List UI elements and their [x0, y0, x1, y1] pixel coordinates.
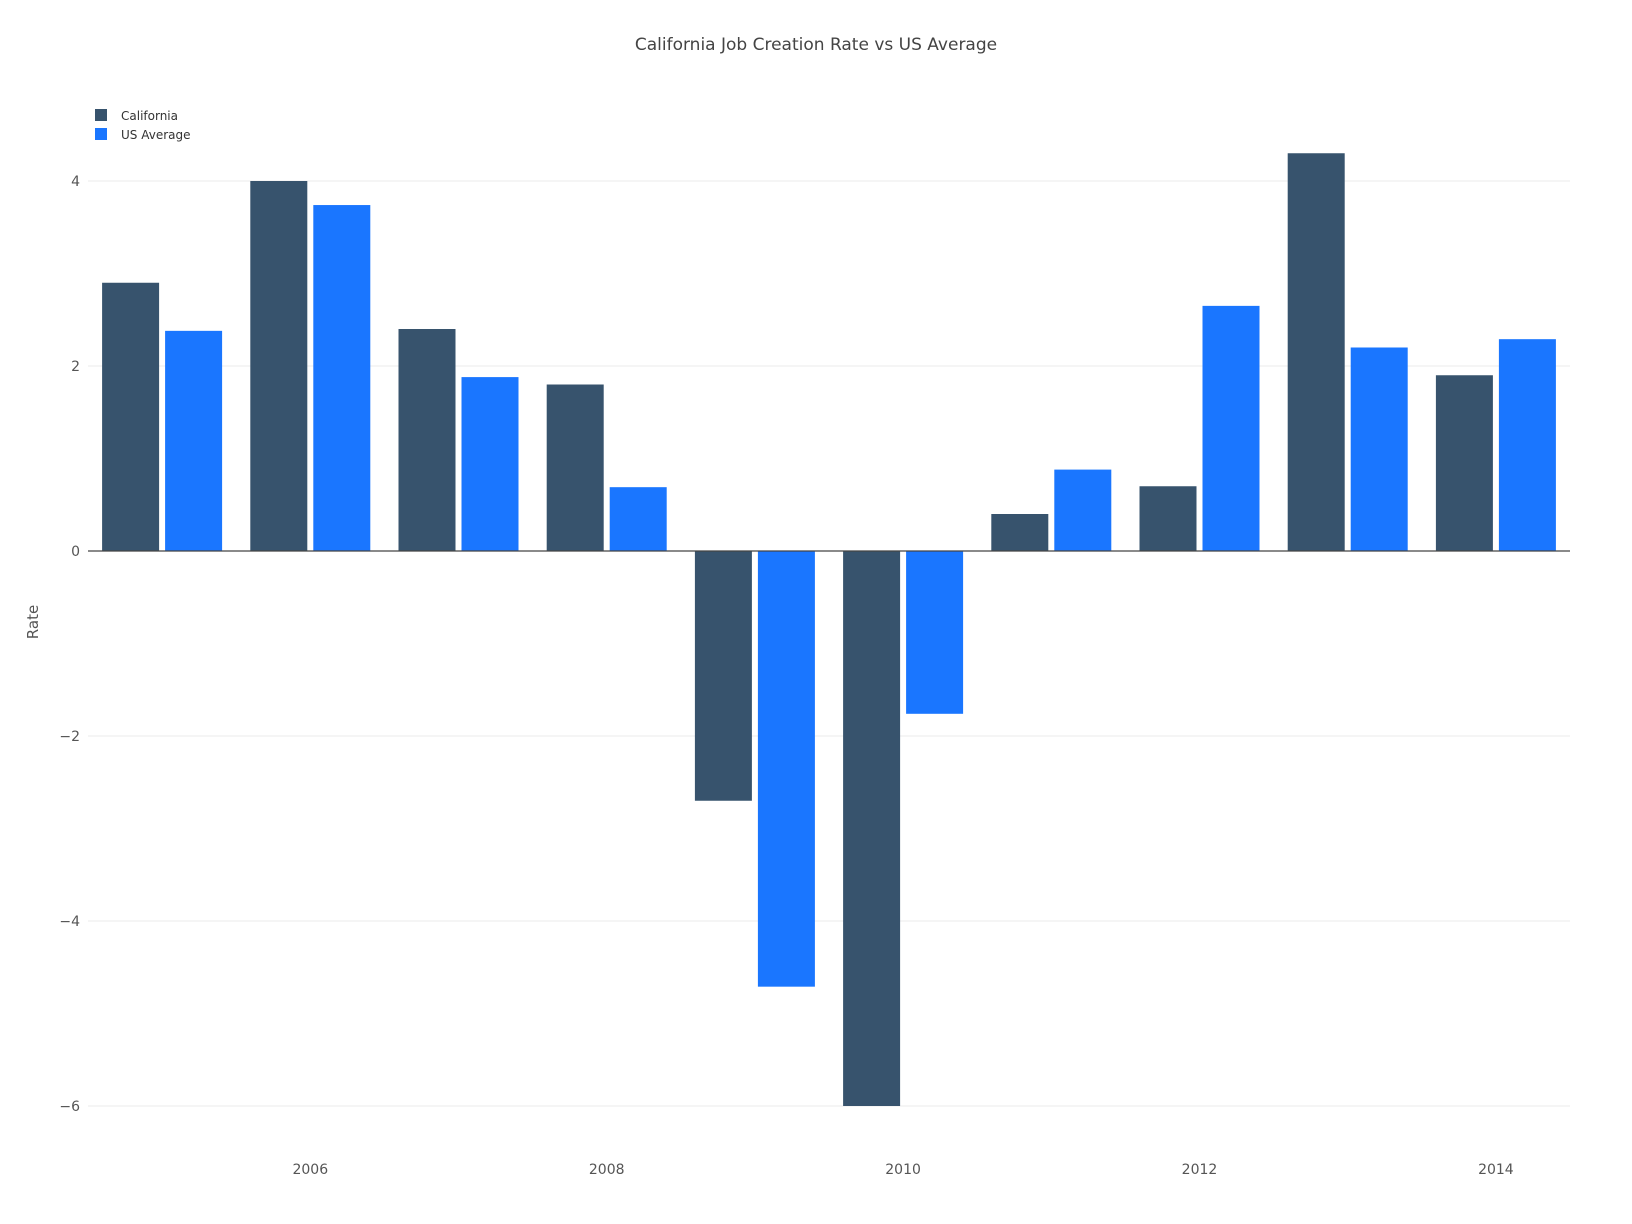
y-tick-label: 0 — [71, 544, 80, 560]
axes: 4 2 0 −2 −4 −6 2006 2008 2010 2012 2014 — [59, 174, 1570, 1178]
legend-item[interactable]: California — [95, 109, 178, 123]
legend-swatch — [95, 109, 107, 121]
series-us-average — [165, 205, 1556, 987]
bars — [102, 153, 1556, 1106]
legend[interactable]: California US Average — [95, 109, 191, 142]
x-tick-label: 2006 — [292, 1162, 328, 1178]
bar[interactable] — [1287, 153, 1345, 551]
y-tick-label: 2 — [71, 359, 80, 375]
legend-label: California — [121, 109, 178, 123]
legend-label: US Average — [121, 128, 191, 142]
x-tick-label: 2010 — [885, 1162, 921, 1178]
bar[interactable] — [398, 329, 456, 551]
bar[interactable] — [250, 181, 308, 551]
x-tick-label: 2014 — [1478, 1162, 1514, 1178]
bar[interactable] — [461, 377, 519, 551]
y-tick-label: −6 — [59, 1099, 80, 1115]
bar[interactable] — [1202, 305, 1260, 551]
legend-item[interactable]: US Average — [95, 128, 191, 142]
bar[interactable] — [906, 551, 964, 714]
bar[interactable] — [1435, 375, 1493, 551]
chart-title: California Job Creation Rate vs US Avera… — [635, 35, 997, 55]
y-tick-label: −4 — [59, 914, 80, 930]
x-tick-label: 2008 — [589, 1162, 625, 1178]
y-tick-label: −2 — [59, 729, 80, 745]
bar[interactable] — [165, 330, 223, 551]
bar[interactable] — [694, 551, 752, 801]
bar[interactable] — [1139, 486, 1197, 551]
bar[interactable] — [843, 551, 901, 1106]
bar[interactable] — [102, 282, 160, 551]
bar[interactable] — [609, 487, 667, 551]
bar[interactable] — [546, 384, 604, 552]
legend-swatch — [95, 128, 107, 140]
y-tick-label: 4 — [71, 174, 80, 190]
bar[interactable] — [1498, 339, 1556, 551]
bar[interactable] — [1054, 469, 1112, 551]
bar[interactable] — [1350, 347, 1408, 552]
grid-lines — [88, 180, 1570, 1107]
x-tick-label: 2012 — [1182, 1162, 1218, 1178]
bar[interactable] — [757, 551, 815, 987]
series-california — [102, 153, 1493, 1106]
bar[interactable] — [313, 205, 371, 552]
y-axis-label: Rate — [24, 605, 42, 639]
bar[interactable] — [991, 514, 1049, 551]
